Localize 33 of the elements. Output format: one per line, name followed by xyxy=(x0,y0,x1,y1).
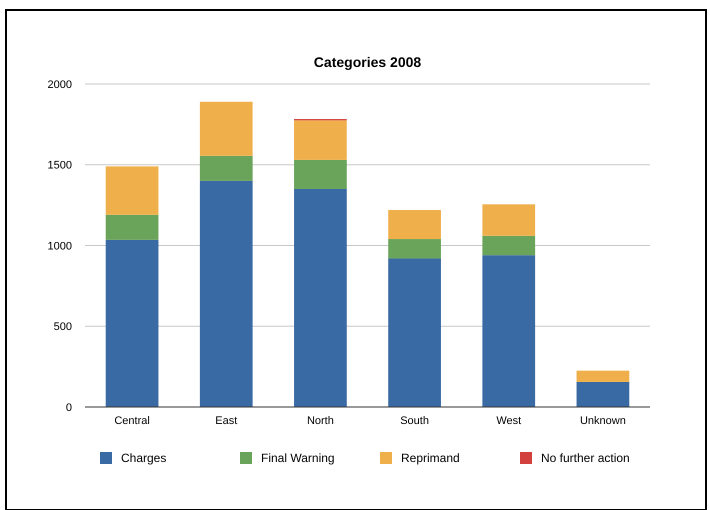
y-tick-label: 1000 xyxy=(48,240,72,252)
bar xyxy=(106,214,158,240)
bar xyxy=(482,255,536,407)
bar xyxy=(576,382,630,407)
bar xyxy=(106,166,158,215)
x-tick-label: South xyxy=(400,415,429,427)
legend-label: Final Warning xyxy=(261,451,335,466)
bar xyxy=(200,180,253,407)
x-tick-label: East xyxy=(215,415,238,427)
y-tick-label: 1500 xyxy=(48,160,72,172)
x-tick-label: West xyxy=(496,415,522,427)
legend-label: Charges xyxy=(121,451,166,466)
bar xyxy=(388,239,441,258)
y-tick-label: 0 xyxy=(66,402,72,414)
bar xyxy=(200,102,253,156)
bar xyxy=(294,188,347,407)
chart-title: Categories 2008 xyxy=(314,54,422,70)
y-tick-label: 500 xyxy=(54,321,72,334)
bar xyxy=(576,370,630,382)
bar xyxy=(482,204,536,236)
x-tick-label: Central xyxy=(114,415,150,427)
x-tick-label: North xyxy=(306,415,334,427)
legend-label: Reprimand xyxy=(401,451,460,466)
y-tick-label: 2000 xyxy=(48,78,72,91)
bar xyxy=(388,210,441,240)
bar xyxy=(294,120,347,160)
bar xyxy=(482,236,536,256)
bar xyxy=(200,156,253,181)
bar xyxy=(388,258,441,407)
x-tick-label: Unknown xyxy=(580,415,626,427)
bar xyxy=(294,160,347,189)
legend-label: No further action xyxy=(541,451,630,466)
bar xyxy=(106,240,158,407)
